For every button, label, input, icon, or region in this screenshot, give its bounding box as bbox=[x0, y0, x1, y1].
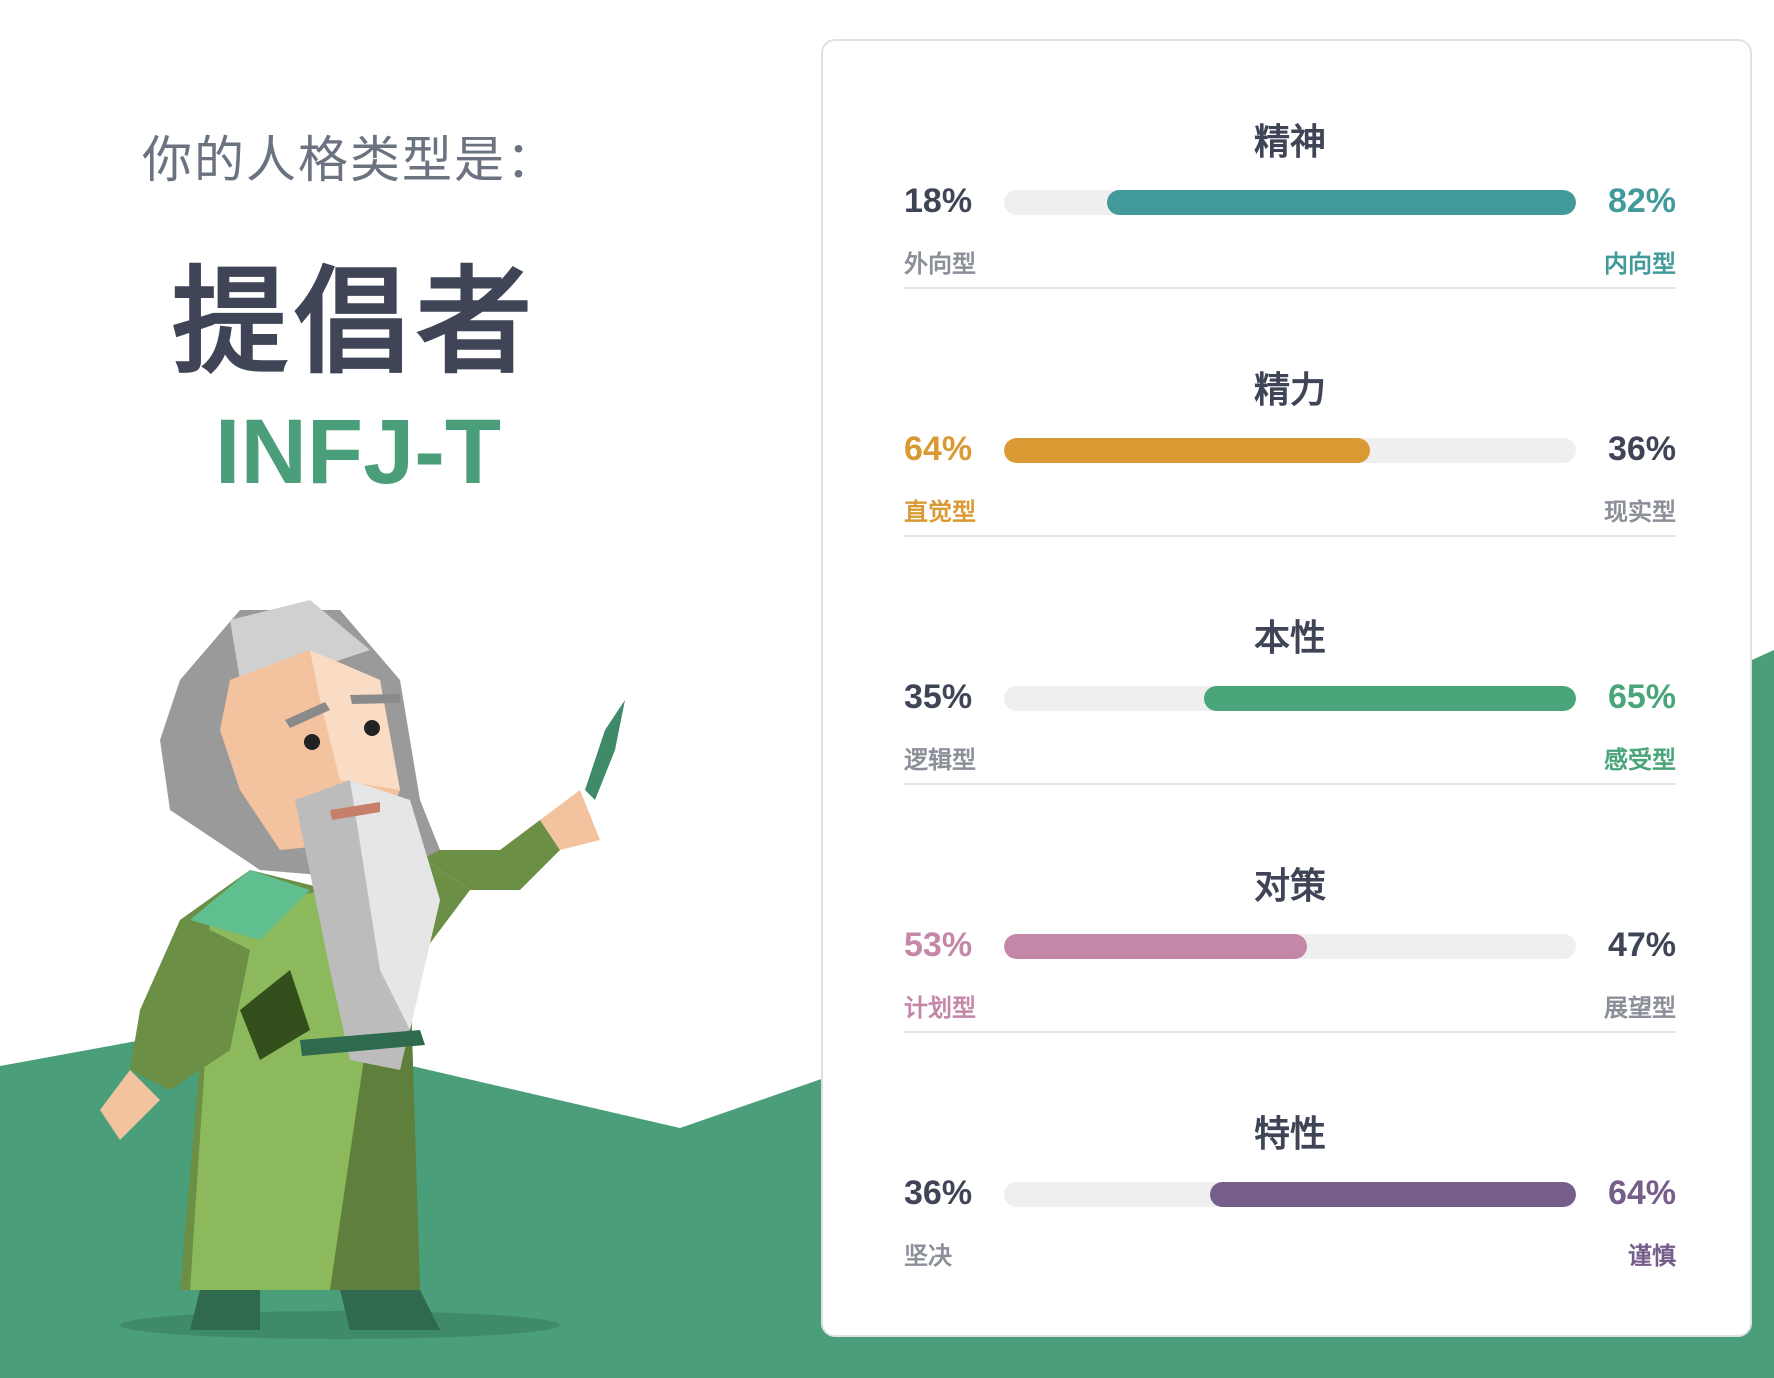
trait-title: 本性 bbox=[1253, 618, 1326, 659]
left-percentage: 53% bbox=[904, 926, 973, 964]
trait-bar-track bbox=[1004, 190, 1576, 215]
trait-nature: 本性 35% 65% 逻辑型 感受型 bbox=[904, 537, 1676, 785]
trait-bar-fill bbox=[1106, 190, 1576, 215]
right-percentage: 36% bbox=[1607, 430, 1676, 468]
left-percentage: 18% bbox=[904, 182, 973, 220]
right-trait-label: 感受型 bbox=[1604, 746, 1676, 774]
right-trait-label: 现实型 bbox=[1604, 498, 1676, 526]
trait-bar-fill bbox=[1004, 934, 1308, 959]
trait-mind: 精神 18% 82% 外向型 内向型 bbox=[904, 41, 1676, 289]
trait-energy: 精力 64% 36% 直觉型 现实型 bbox=[904, 289, 1676, 537]
advocate-mascot-illustration bbox=[100, 600, 625, 1339]
left-trait-label: 直觉型 bbox=[904, 498, 976, 526]
type-prompt: 你的人格类型是： bbox=[142, 131, 558, 189]
personality-type-name: 提倡者 bbox=[172, 255, 538, 390]
left-percentage: 64% bbox=[904, 430, 973, 468]
left-trait-label: 外向型 bbox=[904, 250, 976, 278]
trait-bar-fill bbox=[1209, 1182, 1576, 1207]
left-percentage: 35% bbox=[904, 678, 973, 716]
trait-bar-fill bbox=[1004, 438, 1371, 463]
right-trait-label: 内向型 bbox=[1604, 250, 1676, 278]
trait-bar-track bbox=[1004, 438, 1576, 463]
right-trait-label: 展望型 bbox=[1604, 994, 1676, 1022]
right-percentage: 65% bbox=[1607, 678, 1676, 716]
trait-title: 对策 bbox=[1253, 866, 1326, 907]
trait-bar-track bbox=[1004, 1182, 1576, 1207]
section-divider bbox=[904, 287, 1676, 289]
trait-title: 精力 bbox=[1253, 370, 1326, 411]
right-percentage: 82% bbox=[1607, 182, 1676, 220]
right-trait-label: 谨慎 bbox=[1628, 1242, 1676, 1270]
right-percentage: 64% bbox=[1607, 1174, 1676, 1212]
trait-title: 特性 bbox=[1253, 1114, 1326, 1155]
personality-type-code: INFJ-T bbox=[214, 401, 502, 503]
trait-identity: 特性 36% 64% 坚决 谨慎 bbox=[904, 1033, 1676, 1281]
section-divider bbox=[904, 1031, 1676, 1033]
section-divider bbox=[904, 783, 1676, 785]
trait-bar-track bbox=[1004, 686, 1576, 711]
left-trait-label: 坚决 bbox=[904, 1242, 952, 1270]
trait-tactics: 对策 53% 47% 计划型 展望型 bbox=[904, 785, 1676, 1033]
section-divider bbox=[904, 535, 1676, 537]
trait-title: 精神 bbox=[1253, 122, 1326, 163]
left-trait-label: 计划型 bbox=[904, 994, 976, 1022]
left-percentage: 36% bbox=[904, 1174, 973, 1212]
trait-results-panel: 精神 18% 82% 外向型 内向型 精力 64% 36% 直觉型 现实型 本性… bbox=[821, 39, 1752, 1337]
left-trait-label: 逻辑型 bbox=[904, 746, 976, 774]
trait-bar-fill bbox=[1204, 686, 1576, 711]
right-percentage: 47% bbox=[1607, 926, 1676, 964]
trait-bar-track bbox=[1004, 934, 1576, 959]
